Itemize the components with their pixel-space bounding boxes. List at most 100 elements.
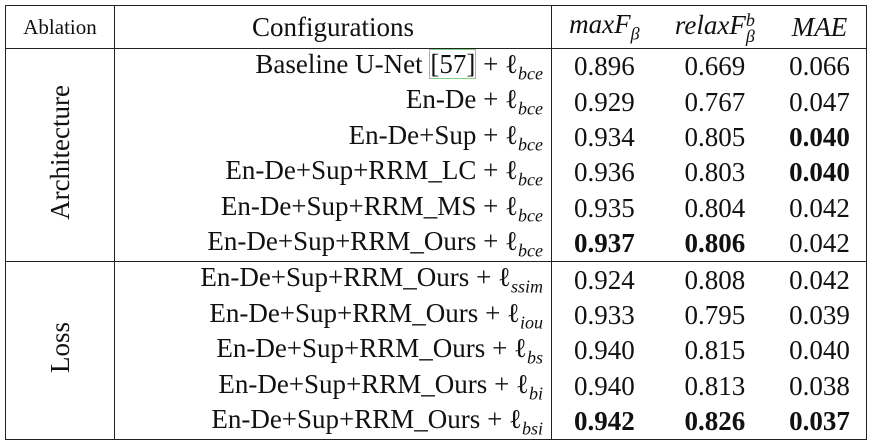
config-name: En-De+Sup+RRM_Ours xyxy=(211,403,481,434)
value-cell: 0.037 xyxy=(773,404,867,440)
loss-op: + ℓ xyxy=(483,84,519,115)
value-text: 0.940 xyxy=(574,370,635,401)
group-cell: Architecture xyxy=(5,47,115,262)
value-cell: 0.805 xyxy=(657,120,773,155)
citation[interactable]: [57] xyxy=(429,49,477,79)
value-cell: 0.047 xyxy=(773,84,867,119)
header-configurations: Configurations xyxy=(114,5,552,49)
value-text: 0.047 xyxy=(789,86,850,117)
table-row: En-De+Sup+RRM_Ours + ℓbs 0.940 0.815 0.040 xyxy=(6,333,867,369)
table-row: En-De+Sup + ℓbce 0.934 0.805 0.040 xyxy=(6,119,867,156)
value-cell: 0.924 xyxy=(551,261,657,298)
loss-op: + ℓ xyxy=(492,333,527,364)
config-name: En-De+Sup xyxy=(348,119,477,150)
group-label: Architecture xyxy=(44,84,75,220)
value-text: 0.042 xyxy=(789,192,850,223)
loss-sub: bi xyxy=(528,382,543,403)
config-cell: En-De+Sup+RRM_Ours + ℓbsi xyxy=(114,403,552,440)
value-cell: 0.803 xyxy=(657,155,773,190)
loss-op: + ℓ xyxy=(483,225,519,256)
value-cell: 0.826 xyxy=(657,404,773,440)
value-cell: 0.813 xyxy=(657,369,773,404)
table-row: En-De+Sup+RRM_LC + ℓbce 0.936 0.803 0.040 xyxy=(6,155,867,191)
value-text: 0.804 xyxy=(684,192,746,223)
value-cell: 0.937 xyxy=(552,226,657,262)
metric-name: maxFβ xyxy=(569,9,639,43)
value-cell: 0.808 xyxy=(656,261,773,298)
config-name: En-De+Sup+RRM_MS xyxy=(220,190,477,221)
loss-term: + ℓbce xyxy=(483,155,543,189)
value-cell: 0.767 xyxy=(657,84,773,119)
value-text: 0.940 xyxy=(574,335,635,366)
metric-sub: β xyxy=(745,25,755,46)
value-text: 0.038 xyxy=(789,370,850,401)
config-name: En-De+Sup+RRM_Ours xyxy=(218,368,488,399)
config-name: En-De+Sup+RRM_Ours xyxy=(216,333,486,364)
header-ablation: Ablation xyxy=(5,5,115,49)
header-metric: MAE xyxy=(772,5,867,49)
value-text: 0.929 xyxy=(574,86,635,117)
value-cell: 0.669 xyxy=(656,48,773,85)
value-text: 0.826 xyxy=(684,406,746,437)
loss-term: + ℓbsi xyxy=(487,403,543,438)
loss-sub: bs xyxy=(526,347,543,368)
metric-text: maxF xyxy=(569,9,631,40)
value-cell: 0.804 xyxy=(657,191,773,226)
config-name: Baseline U-Net xyxy=(255,49,423,79)
table-row: En-De+Sup+RRM_Ours + ℓbce 0.937 0.806 0.042 xyxy=(6,225,867,262)
table-row: Loss En-De+Sup+RRM_Ours + ℓssim 0.924 0.808… xyxy=(5,261,867,440)
config-name: En-De+Sup+RRM_LC xyxy=(225,155,477,186)
loss-op: + ℓ xyxy=(483,155,519,186)
value-text: 0.040 xyxy=(789,157,850,188)
loss-sub: bce xyxy=(518,240,543,261)
value-cell: 0.042 xyxy=(773,191,867,226)
loss-op: + ℓ xyxy=(494,368,529,399)
metric-text: relaxF xyxy=(674,10,746,40)
value-text: 0.039 xyxy=(789,299,850,330)
value-cell: 0.039 xyxy=(773,298,867,333)
loss-term: + ℓbce xyxy=(483,49,543,83)
value-text: 0.813 xyxy=(684,370,746,401)
loss-term: + ℓbi xyxy=(494,368,543,403)
value-cell: 0.934 xyxy=(552,120,657,155)
value-cell: 0.815 xyxy=(657,333,773,368)
value-text: 0.805 xyxy=(684,121,746,152)
value-cell: 0.066 xyxy=(772,48,867,85)
loss-term: + ℓbce xyxy=(483,190,543,225)
loss-op: + ℓ xyxy=(487,403,522,434)
config-cell: En-De+Sup+RRM_LC + ℓbce xyxy=(114,155,552,191)
value-cell: 0.936 xyxy=(552,155,657,190)
loss-op: + ℓ xyxy=(485,297,520,328)
table-row: En-De+Sup+RRM_Ours + ℓbsi 0.942 0.826 0.037 xyxy=(6,403,867,440)
value-text: 0.040 xyxy=(789,335,850,366)
value-cell: 0.040 xyxy=(773,120,867,155)
loss-op: + ℓ xyxy=(483,49,519,79)
ablation-table: Ablation Configurations maxFβ relaxF b β MAE… xyxy=(5,5,867,441)
loss-op: + ℓ xyxy=(483,190,519,221)
value-cell: 0.933 xyxy=(552,298,657,333)
config-name: En-De+Sup+RRM_Ours xyxy=(209,297,479,328)
value-text: 0.795 xyxy=(684,299,746,330)
table-row: Architecture Baseline U-Net [57] + ℓbce 0.… xyxy=(5,47,867,262)
config-cell: En-De+Sup+RRM_Ours + ℓssim xyxy=(114,261,552,298)
loss-term: + ℓbce xyxy=(483,84,543,118)
config-name: En-De+Sup+RRM_Ours xyxy=(200,262,470,293)
value-cell: 0.940 xyxy=(552,333,657,368)
loss-op: + ℓ xyxy=(476,262,511,293)
loss-sub: bce xyxy=(518,63,543,84)
loss-op: + ℓ xyxy=(483,119,519,150)
config-cell: En-De+Sup+RRM_Ours + ℓbs xyxy=(114,333,552,369)
value-cell: 0.896 xyxy=(551,48,657,85)
value-cell: 0.935 xyxy=(552,191,657,226)
value-text: 0.066 xyxy=(789,51,850,82)
value-cell: 0.940 xyxy=(552,369,657,404)
group-label: Loss xyxy=(44,322,75,374)
loss-sub: iou xyxy=(519,312,543,333)
loss-term: + ℓiou xyxy=(485,297,543,332)
value-text: 0.767 xyxy=(684,86,746,117)
value-text: 0.924 xyxy=(574,264,635,295)
metric-text: MAE xyxy=(791,11,848,42)
loss-sub: bce xyxy=(518,204,543,225)
